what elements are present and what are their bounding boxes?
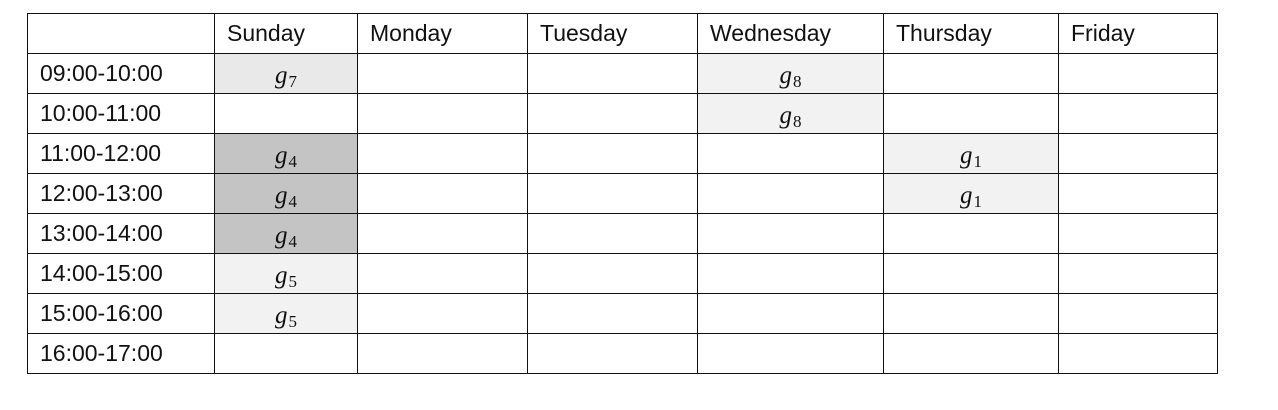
slot-tuesday [527,133,698,174]
corner-header [27,13,215,54]
group-label: g [275,141,288,169]
group-cell-thursday: g1 [883,173,1059,214]
slot-monday [357,53,528,94]
slot-tuesday [527,53,698,94]
slot-tuesday [527,253,698,294]
slot-thursday [883,293,1059,334]
group-cell-sunday: g4 [214,173,358,214]
time-slot-label: 14:00-15:00 [27,253,215,294]
slot-tuesday [527,173,698,214]
slot-tuesday [527,333,698,374]
slot-monday [357,93,528,134]
group-subscript: 4 [288,191,298,211]
header-row: Sunday Monday Tuesday Wednesday Thursday… [27,13,1218,54]
group-cell-thursday: g1 [883,133,1059,174]
table-row: 14:00-15:00 g5 [27,253,1218,294]
slot-monday [357,333,528,374]
slot-thursday [883,253,1059,294]
time-slot-label: 10:00-11:00 [27,93,215,134]
group-label: g [275,221,288,249]
table-row: 13:00-14:00 g4 [27,213,1218,254]
slot-thursday [883,213,1059,254]
slot-friday [1058,293,1218,334]
time-slot-label: 09:00-10:00 [27,53,215,94]
group-subscript: 4 [288,231,298,251]
group-cell-sunday: g7 [214,53,358,94]
group-cell-sunday: g5 [214,253,358,294]
time-slot-label: 15:00-16:00 [27,293,215,334]
day-header-sunday: Sunday [214,13,358,54]
slot-thursday [883,333,1059,374]
slot-wednesday [697,133,884,174]
slot-monday [357,173,528,214]
slot-monday [357,133,528,174]
slot-friday [1058,333,1218,374]
group-subscript: 4 [288,151,298,171]
group-label: g [275,301,288,329]
day-header-friday: Friday [1058,13,1218,54]
group-cell-wednesday: g8 [697,93,884,134]
table-row: 10:00-11:00 g8 [27,93,1218,134]
slot-monday [357,213,528,254]
group-label: g [779,101,793,129]
group-subscript: 7 [288,71,298,91]
group-cell-sunday: g4 [214,213,358,254]
table-row: 16:00-17:00 [27,333,1218,374]
group-subscript: 5 [288,311,298,331]
slot-tuesday [527,213,698,254]
schedule-table: Sunday Monday Tuesday Wednesday Thursday… [27,13,1218,374]
slot-thursday [883,53,1059,94]
slot-tuesday [527,293,698,334]
schedule-body: 09:00-10:00 g7 g8 10:00-11:00 g8 11:00-12:00 g… [27,53,1218,374]
time-slot-label: 12:00-13:00 [27,173,215,214]
group-cell-sunday: g4 [214,133,358,174]
day-header-tuesday: Tuesday [527,13,698,54]
group-subscript: 1 [973,151,983,171]
slot-monday [357,293,528,334]
group-subscript: 1 [973,191,983,211]
time-slot-label: 11:00-12:00 [27,133,215,174]
slot-friday [1058,213,1218,254]
day-header-thursday: Thursday [883,13,1059,54]
slot-wednesday [697,333,884,374]
slot-tuesday [527,93,698,134]
slot-wednesday [697,173,884,214]
group-label: g [960,181,973,209]
slot-thursday [883,93,1059,134]
day-header-monday: Monday [357,13,528,54]
group-subscript: 8 [793,71,802,91]
table-row: 12:00-13:00 g4 g1 [27,173,1218,214]
group-label: g [779,61,793,89]
slot-wednesday [697,293,884,334]
time-slot-label: 13:00-14:00 [27,213,215,254]
group-subscript: 5 [288,271,298,291]
slot-friday [1058,133,1218,174]
slot-wednesday [697,213,884,254]
group-subscript: 8 [793,111,802,131]
time-slot-label: 16:00-17:00 [27,333,215,374]
slot-friday [1058,93,1218,134]
group-label: g [275,61,288,89]
group-label: g [275,181,288,209]
group-cell-wednesday: g8 [697,53,884,94]
group-label: g [960,141,973,169]
slot-sunday [214,333,358,374]
table-row: 09:00-10:00 g7 g8 [27,53,1218,94]
group-label: g [275,261,288,289]
slot-sunday [214,93,358,134]
slot-monday [357,253,528,294]
day-header-wednesday: Wednesday [697,13,884,54]
slot-friday [1058,173,1218,214]
table-row: 15:00-16:00 g5 [27,293,1218,334]
slot-friday [1058,53,1218,94]
table-row: 11:00-12:00 g4 g1 [27,133,1218,174]
slot-friday [1058,253,1218,294]
slot-wednesday [697,253,884,294]
group-cell-sunday: g5 [214,293,358,334]
